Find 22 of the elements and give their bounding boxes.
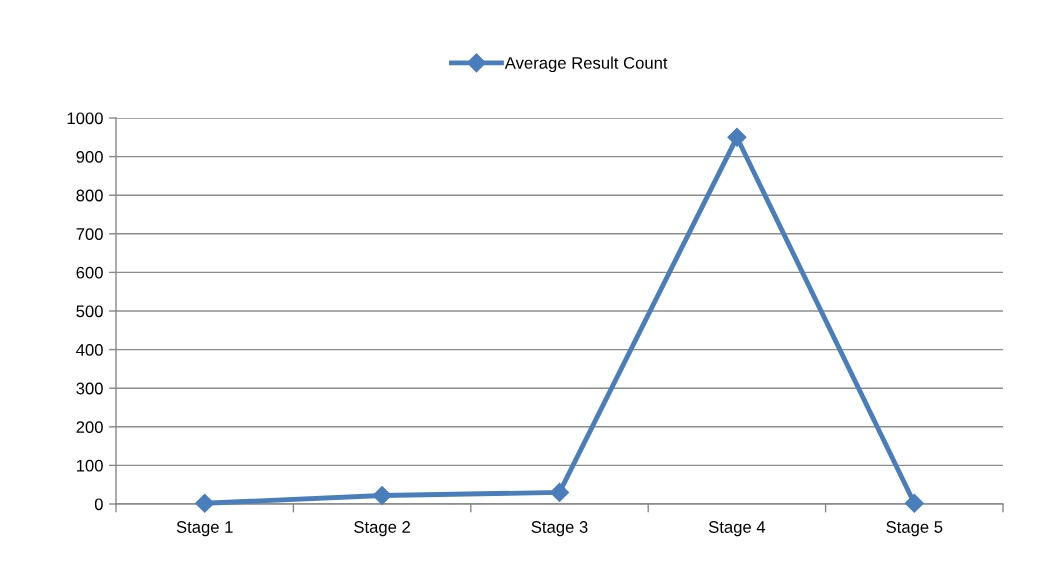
x-tick-label: Stage 2 bbox=[354, 521, 410, 537]
y-tick-label: 1000 bbox=[67, 112, 103, 125]
y-tick-label: 900 bbox=[76, 151, 103, 163]
y-tick-label: 600 bbox=[76, 266, 103, 279]
point bbox=[372, 485, 392, 506]
x-tick-label: Stage 1 bbox=[176, 521, 233, 537]
legend-label: Average Result Count bbox=[504, 56, 668, 73]
y-tick-label: 100 bbox=[76, 459, 103, 472]
point bbox=[195, 493, 215, 513]
x-tick-label: Stage 3 bbox=[531, 521, 588, 537]
point bbox=[904, 493, 924, 513]
x-tick-label: Stage 5 bbox=[886, 521, 943, 537]
x-tick-label: Stage 4 bbox=[708, 521, 766, 537]
y-tick-label: 0 bbox=[94, 498, 103, 511]
point bbox=[549, 482, 570, 502]
y-tick-label: 800 bbox=[76, 189, 103, 202]
y-tick-label: 300 bbox=[76, 382, 103, 395]
point bbox=[727, 127, 747, 147]
y-tick-label: 700 bbox=[76, 228, 103, 240]
y-tick-label: 200 bbox=[76, 421, 103, 433]
y-tick-label: 400 bbox=[76, 344, 103, 356]
y-tick-label: 500 bbox=[76, 305, 103, 318]
